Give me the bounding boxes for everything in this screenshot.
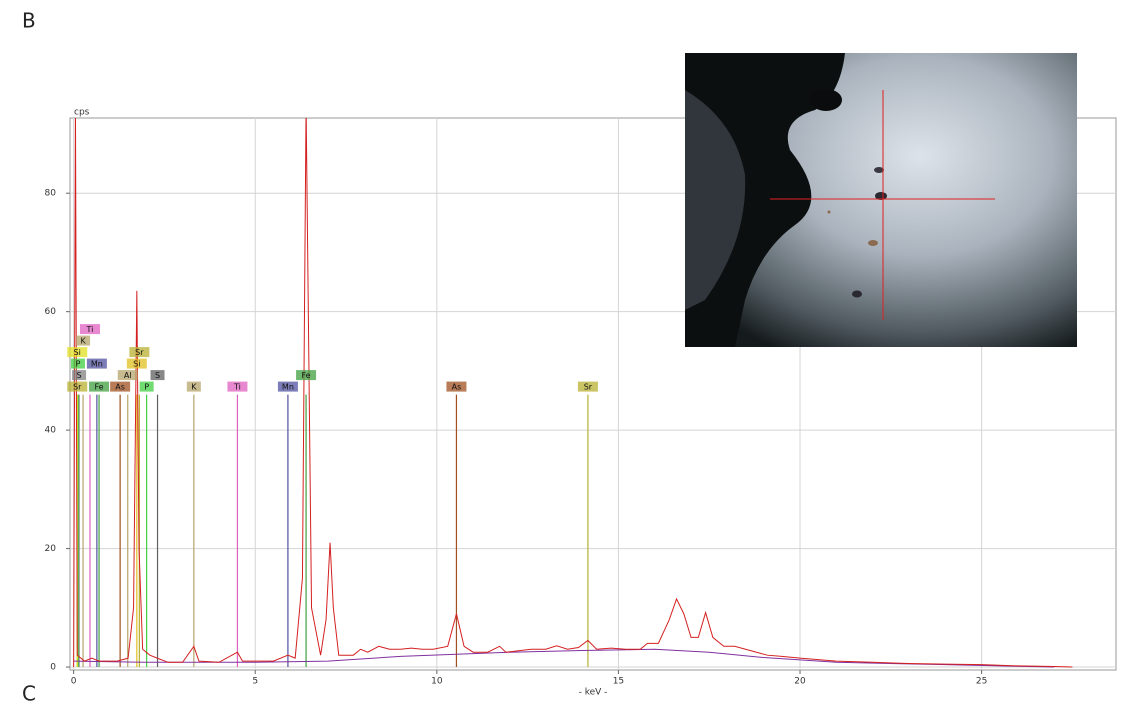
- element-label: Fe: [95, 383, 104, 392]
- element-label: Sr: [584, 383, 593, 392]
- element-label: P: [144, 383, 149, 392]
- element-label: Fe: [302, 371, 311, 380]
- x-tick-label: 0: [71, 677, 77, 687]
- y-tick-label: 60: [45, 307, 57, 317]
- element-label: Si: [74, 348, 81, 357]
- element-label-box: [110, 381, 131, 392]
- x-tick-label: 10: [431, 677, 443, 687]
- element-label: S: [155, 371, 160, 380]
- inset-photo: [685, 53, 1077, 347]
- element-label-box: [70, 358, 85, 369]
- element-label: As: [452, 383, 462, 392]
- element-label: As: [115, 383, 125, 392]
- element-label: Mn: [282, 383, 294, 392]
- spectrum-line: [73, 118, 1073, 668]
- element-label-box: [296, 370, 317, 381]
- element-label: Si: [133, 360, 140, 369]
- y-tick-label: 0: [50, 663, 56, 673]
- y-tick-label: 20: [45, 544, 57, 554]
- y-axis-label: cps: [74, 108, 90, 118]
- element-label: Ti: [86, 325, 94, 334]
- element-label: Sr: [73, 383, 82, 392]
- element-label: Ti: [233, 383, 241, 392]
- element-label-box: [117, 370, 138, 381]
- element-label: K: [80, 337, 86, 346]
- element-label: P: [76, 360, 81, 369]
- element-label-box: [67, 347, 88, 358]
- element-label-box: [72, 370, 87, 381]
- plot: [73, 118, 1073, 668]
- element-label-box: [89, 381, 110, 392]
- spectrum-line: [73, 648, 1055, 668]
- element-label-box: [577, 381, 598, 392]
- element-label-box: [139, 381, 154, 392]
- y-tick-label: 40: [45, 426, 57, 436]
- panel-label: B: [22, 9, 36, 33]
- element-label-box: [227, 381, 248, 392]
- x-tick-label: 25: [976, 677, 987, 687]
- x-tick-label: 20: [794, 677, 806, 687]
- y-tick-label: 80: [45, 189, 57, 199]
- element-label-box: [76, 335, 91, 346]
- element-label-box: [277, 381, 298, 392]
- element-label-box: [150, 370, 165, 381]
- x-tick-label: 15: [613, 677, 624, 687]
- element-label-box: [129, 347, 150, 358]
- element-label: S: [77, 371, 82, 380]
- element-label-box: [446, 381, 467, 392]
- x-axis-label: - keV -: [579, 688, 608, 698]
- panel-label: C: [22, 682, 36, 706]
- element-label: K: [191, 383, 197, 392]
- element-label: Sr: [135, 348, 144, 357]
- element-label-box: [67, 381, 88, 392]
- x-tick-label: 5: [252, 677, 258, 687]
- element-label-box: [86, 358, 107, 369]
- element-label: Al: [124, 371, 132, 380]
- element-label: Mn: [91, 360, 103, 369]
- element-label-box: [79, 324, 100, 335]
- element-label-box: [126, 358, 147, 369]
- element-label-box: [186, 381, 201, 392]
